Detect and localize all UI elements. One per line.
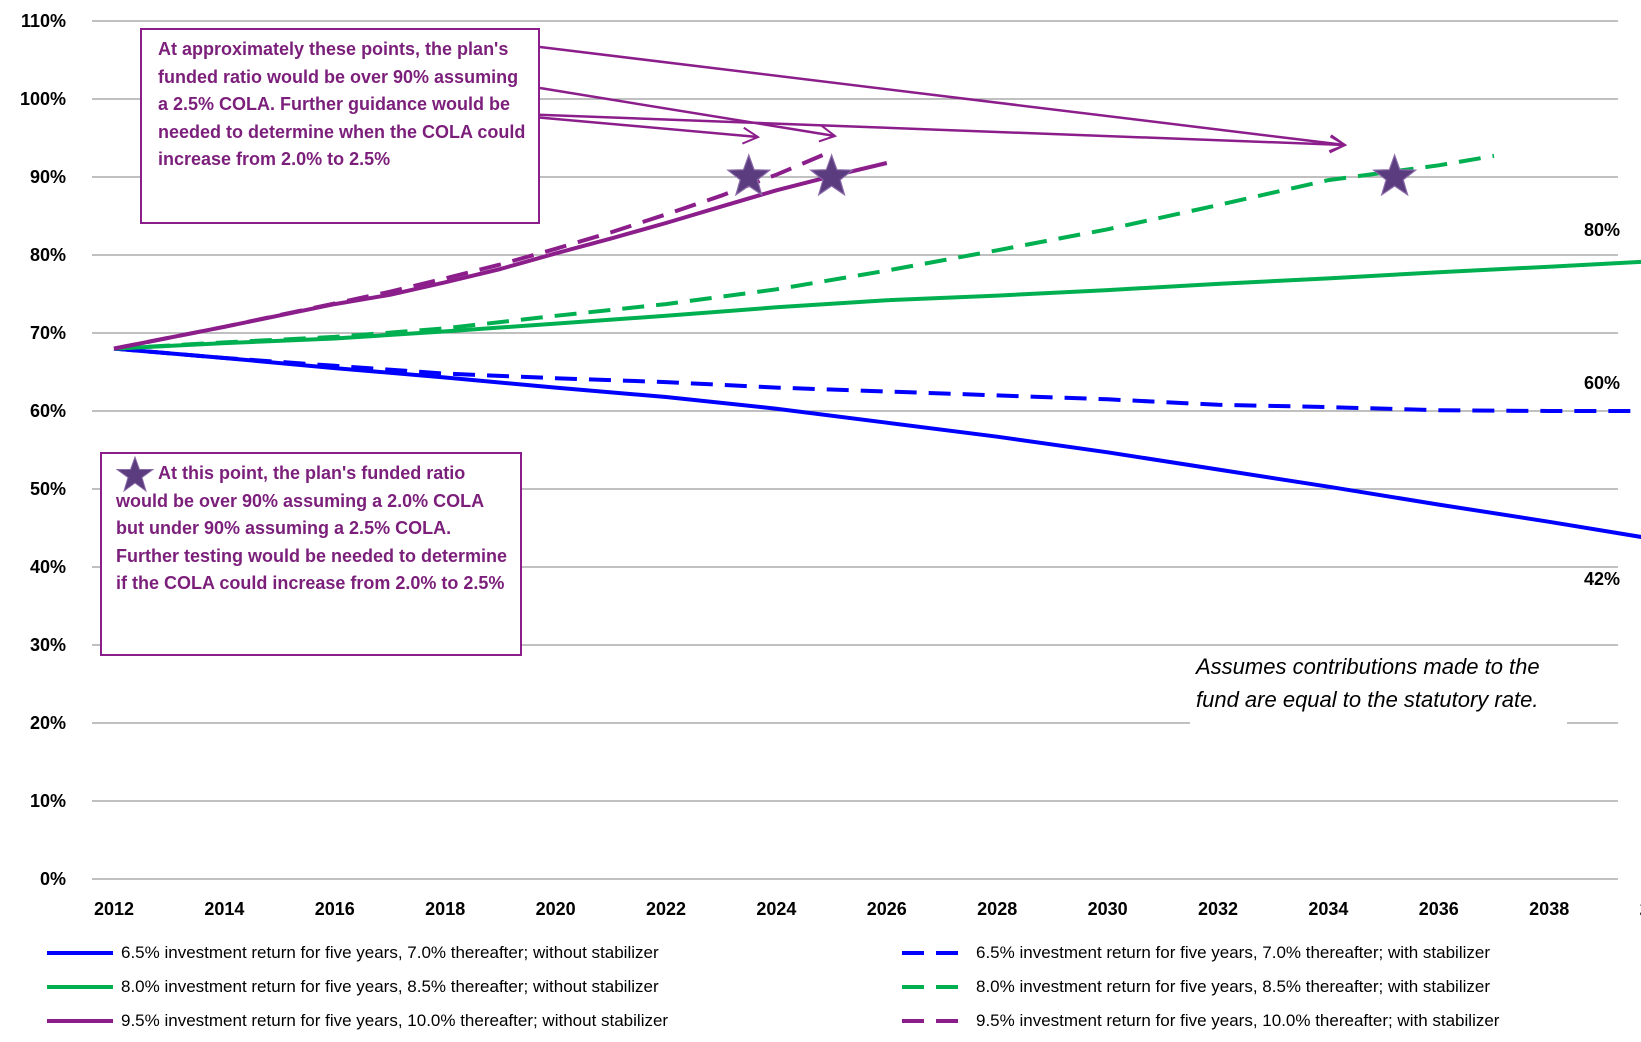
legend: 6.5% investment return for five years, 7… [45,936,1615,1036]
assumption-note: Assumes contributions made to the fund a… [1190,650,1567,750]
legend-item: 6.5% investment return for five years, 7… [900,936,1490,970]
x-tick-label: 2030 [1088,899,1128,919]
x-tick-label: 2040 [1640,899,1641,919]
star-markers [726,153,1418,197]
series-line-2 [113,346,1641,413]
end-label: 60% [1584,373,1620,393]
y-tick-label: 70% [30,323,66,343]
legend-label: 6.5% investment return for five years, 7… [121,943,659,962]
legend-swatch [902,951,968,955]
callout-bottom: At this point, the plan's funded ratio w… [100,452,522,656]
x-tick-label: 2022 [646,899,686,919]
legend-item: 9.5% investment return for five years, 1… [45,1004,668,1038]
legend-label: 9.5% investment return for five years, 1… [976,1011,1500,1030]
end-labels: 80% 60% 42% [1584,220,1620,589]
legend-label: 9.5% investment return for five years, 1… [121,1011,669,1030]
legend-swatch [902,985,968,989]
y-tick-label: 10% [30,791,66,811]
callout-arrow [521,114,758,137]
star-marker [1372,153,1418,197]
y-tick-label: 40% [30,557,66,577]
y-tick-label: 0% [40,869,66,889]
star-icon [116,456,154,492]
x-tick-label: 2036 [1419,899,1459,919]
callout-arrow [491,111,1345,145]
series-line-4 [113,153,1495,351]
legend-item: 9.5% investment return for five years, 1… [900,1004,1499,1038]
callout-arrow [539,86,835,136]
y-tick-label: 50% [30,479,66,499]
x-tick-label: 2038 [1529,899,1569,919]
legend-label: 6.5% investment return for five years, 7… [976,943,1491,962]
callout-top: At approximately these points, the plan'… [140,28,540,224]
x-tick-label: 2012 [94,899,134,919]
x-axis-ticks: 2012 2014 2016 2018 2020 2022 2024 2026 2028 2030… [94,899,1641,919]
callout-arrows [491,45,1345,145]
y-tick-label: 110% [21,11,66,31]
y-tick-label: 90% [30,167,66,187]
assumption-note-text: Assumes contributions made to the fund a… [1196,654,1540,712]
legend-swatch [47,985,113,989]
legend-swatch [47,1019,113,1023]
y-tick-label: 30% [30,635,66,655]
x-tick-label: 2016 [315,899,355,919]
star-marker [726,153,772,197]
x-tick-label: 2014 [204,899,244,919]
legend-swatch [902,1019,968,1023]
x-tick-label: 2034 [1308,899,1348,919]
star-marker [809,153,855,197]
legend-item: 8.0% investment return for five years, 8… [45,970,659,1004]
x-tick-label: 2024 [756,899,796,919]
y-axis-ticks: 0% 10% 20% 30% 40% 50% 60% 70% 80% 90% 100% 110% [20,11,66,889]
legend-label: 8.0% investment return for five years, 8… [976,977,1491,996]
callout-arrow [539,45,1345,145]
callout-bottom-text: At this point, the plan's funded ratio w… [116,463,508,593]
x-tick-label: 2028 [977,899,1017,919]
end-label: 42% [1584,569,1620,589]
series-line-6 [113,149,833,351]
callout-top-text: At approximately these points, the plan'… [158,39,526,169]
series-lines [113,149,1641,539]
series-line-3 [113,259,1641,351]
legend-swatch [47,951,113,955]
legend-item: 6.5% investment return for five years, 7… [45,936,659,970]
x-tick-label: 2026 [867,899,907,919]
x-tick-label: 2020 [536,899,576,919]
y-tick-label: 100% [20,89,66,109]
legend-label: 8.0% investment return for five years, 8… [121,977,659,996]
y-tick-label: 60% [30,401,66,421]
y-tick-label: 20% [30,713,66,733]
end-label: 80% [1584,220,1620,240]
series-line-1 [113,346,1641,539]
y-tick-label: 80% [30,245,66,265]
x-tick-label: 2018 [425,899,465,919]
legend-item: 8.0% investment return for five years, 8… [900,970,1490,1004]
x-tick-label: 2032 [1198,899,1238,919]
